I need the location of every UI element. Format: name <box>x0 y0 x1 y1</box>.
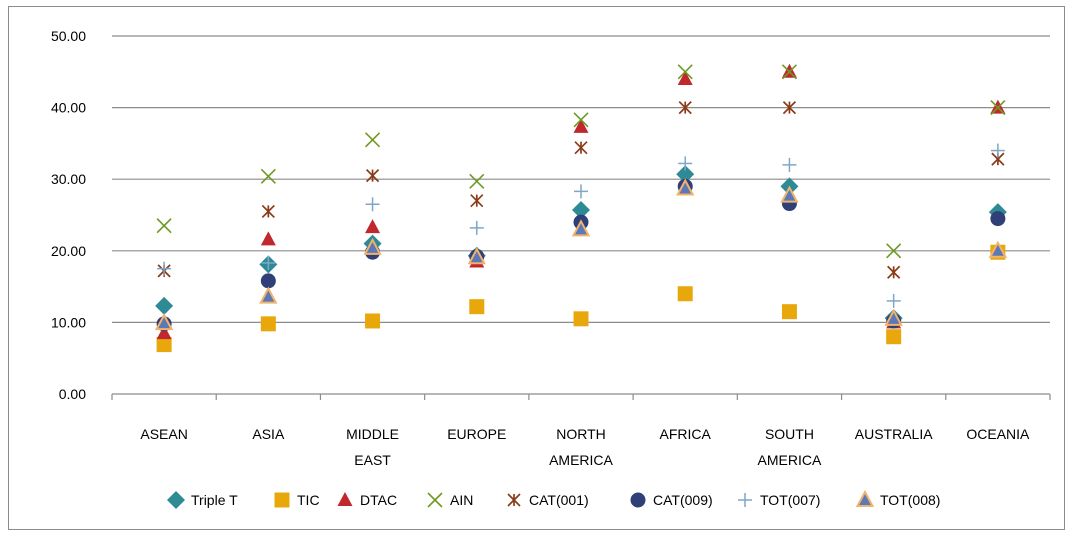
legend-marker <box>855 489 875 507</box>
data-point-cat-009- <box>260 273 276 289</box>
data-point-tot-007- <box>261 255 276 270</box>
data-point-tic <box>573 311 589 327</box>
data-point-tic <box>677 286 693 302</box>
x-tick-label: ASIA <box>252 426 285 442</box>
data-point-dtac <box>260 231 276 246</box>
data-point-tic <box>886 329 902 345</box>
data-point-ain <box>364 132 381 148</box>
y-tick-label: 30.00 <box>51 171 86 187</box>
data-point-cat-001- <box>678 100 692 115</box>
x-tick-label: ASEAN <box>140 426 187 442</box>
data-point-tot-008- <box>676 178 695 196</box>
legend-label: AIN <box>450 492 473 508</box>
legend-label: TOT(008) <box>880 492 940 508</box>
data-point-tic <box>781 304 797 320</box>
data-point-cat-001- <box>782 100 797 115</box>
data-point-cat-001- <box>365 169 380 183</box>
legend-label: TIC <box>297 492 320 508</box>
data-point-cat-001- <box>261 204 275 219</box>
data-point-ain <box>469 173 485 189</box>
data-point-triple-t <box>155 296 174 315</box>
data-point-ain <box>260 168 276 184</box>
data-point-tot-007- <box>469 220 484 235</box>
y-tick-label: 20.00 <box>51 243 86 259</box>
data-point-dtac <box>573 118 589 133</box>
data-point-tic <box>469 299 485 315</box>
data-point-dtac <box>365 219 381 234</box>
legend-label: Triple T <box>191 492 238 508</box>
data-point-dtac <box>677 70 693 85</box>
x-tick-label: MIDDLE EAST <box>346 426 399 468</box>
data-point-tic <box>260 316 276 332</box>
legend-marker <box>630 492 646 508</box>
legend-label: DTAC <box>360 492 397 508</box>
data-point-cat-001- <box>574 141 588 155</box>
data-point-tot-008- <box>467 247 486 265</box>
data-point-ain <box>886 243 902 259</box>
data-point-tic <box>365 313 381 329</box>
data-point-tot-008- <box>571 219 591 237</box>
data-point-tot-007- <box>678 156 693 171</box>
legend-label: TOT(007) <box>760 492 820 508</box>
data-point-ain <box>156 218 172 234</box>
legend-marker <box>337 492 353 506</box>
data-point-tot-007- <box>990 143 1005 158</box>
legend-marker <box>167 491 185 509</box>
data-point-triple-t <box>676 165 695 184</box>
data-point-tot-007- <box>886 293 901 308</box>
data-point-tot-007- <box>157 261 172 276</box>
legend-marker <box>738 493 752 507</box>
data-point-dtac <box>156 325 172 340</box>
x-tick-label: NORTH AMERICA <box>549 426 613 468</box>
x-tick-label: SOUTH AMERICA <box>758 426 822 468</box>
data-point-tot-008- <box>780 185 799 203</box>
data-point-ain <box>677 64 693 80</box>
chart-frame <box>8 6 1065 530</box>
data-point-tot-008- <box>884 308 903 326</box>
y-tick-label: 0.00 <box>59 386 86 402</box>
x-tick-label: AFRICA <box>660 426 712 442</box>
data-point-tot-008- <box>363 237 382 255</box>
legend-label: CAT(001) <box>529 492 589 508</box>
x-tick-label: EUROPE <box>447 426 506 442</box>
y-tick-label: 50.00 <box>51 28 86 44</box>
y-tick-label: 10.00 <box>51 314 86 330</box>
data-point-tot-007- <box>782 157 797 172</box>
data-point-ain <box>990 100 1006 116</box>
legend-marker <box>507 493 521 507</box>
data-point-ain <box>781 64 798 80</box>
legend-label: CAT(009) <box>653 492 713 508</box>
legend-marker <box>427 492 443 508</box>
data-point-tot-008- <box>154 312 174 331</box>
data-point-tot-007- <box>365 197 380 212</box>
x-tick-label: AUSTRALIA <box>855 426 933 442</box>
data-point-cat-001- <box>470 194 484 208</box>
legend-marker <box>274 492 290 508</box>
data-point-tot-008- <box>988 240 1008 258</box>
data-point-tot-008- <box>259 286 278 304</box>
x-tick-label: OCEANIA <box>966 426 1030 442</box>
data-point-tot-007- <box>574 184 588 199</box>
data-point-cat-009- <box>990 211 1006 227</box>
data-point-ain <box>573 112 589 128</box>
data-point-tic <box>156 337 172 353</box>
y-tick-label: 40.00 <box>51 100 86 116</box>
data-point-cat-001- <box>887 265 901 279</box>
data-point-triple-t <box>572 200 590 219</box>
